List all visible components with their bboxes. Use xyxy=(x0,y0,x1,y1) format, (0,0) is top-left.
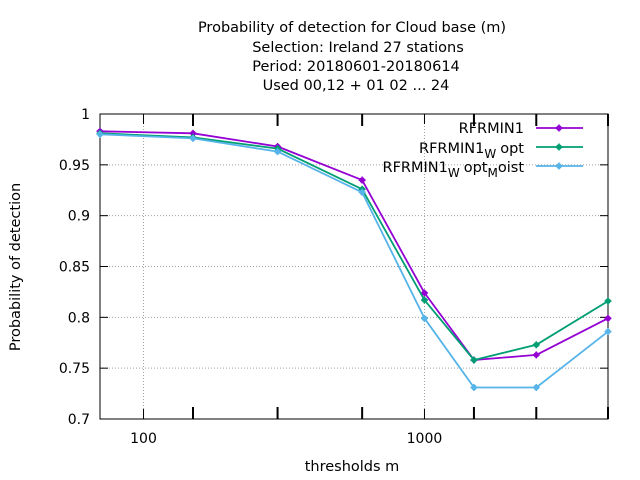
x-tick-label-0: 100 xyxy=(130,431,157,447)
y-tick-label-3: 0.85 xyxy=(59,260,90,276)
y-tick-label-1: 0.75 xyxy=(59,361,90,377)
series-2-point-1 xyxy=(189,134,197,142)
series-2 xyxy=(96,130,612,391)
grid xyxy=(100,114,608,419)
series-0-point-7 xyxy=(604,314,612,322)
y-tick-label-5: 0.95 xyxy=(59,158,90,174)
legend-marker-1 xyxy=(555,143,563,151)
series-2-point-3 xyxy=(358,188,366,196)
y-tick-label-6: 1 xyxy=(81,107,90,123)
title-line-3: Period: 20180601-20180614 xyxy=(252,59,460,75)
x-axis-label: thresholds m xyxy=(305,459,400,475)
y-tick-label-2: 0.8 xyxy=(68,310,90,326)
series-0-line xyxy=(99,130,609,361)
y-tick-label-4: 0.9 xyxy=(68,209,90,225)
series-2-point-2 xyxy=(274,148,282,156)
x-tick-label-1: 1000 xyxy=(407,431,443,447)
series-2-line xyxy=(99,133,609,389)
legend: RFRMIN1 RFRMIN1W opt RFRMIN1W optMoist xyxy=(383,121,583,180)
series-2-point-7 xyxy=(604,328,612,336)
legend-marker-0 xyxy=(555,124,563,132)
series-0 xyxy=(96,127,612,364)
chart-title: Probability of detection for Cloud base … xyxy=(198,20,506,94)
series-0-point-4 xyxy=(420,289,428,297)
x-axis-ticks: 100 1000 xyxy=(130,114,609,447)
y-axis-ticks: 0.7 0.75 0.8 0.85 0.9 0.95 1 xyxy=(59,107,608,428)
series-1 xyxy=(96,129,612,364)
title-line-1: Probability of detection for Cloud base … xyxy=(198,20,506,36)
series-1-point-7 xyxy=(604,297,612,305)
series-2-point-5 xyxy=(470,383,478,391)
series-1-point-4 xyxy=(420,296,428,304)
title-line-2: Selection: Ireland 27 stations xyxy=(252,40,464,56)
title-line-4: Used 00,12 + 01 02 ... 24 xyxy=(263,78,450,94)
legend-label-1: RFRMIN1 xyxy=(459,121,524,137)
series-2-point-4 xyxy=(420,314,428,322)
y-axis-label: Probability of detection xyxy=(8,183,24,351)
series-lines xyxy=(96,127,612,391)
series-1-line xyxy=(99,132,609,361)
legend-marker-2 xyxy=(555,162,563,170)
series-2-point-0 xyxy=(96,130,104,138)
series-1-point-5 xyxy=(470,356,478,364)
legend-label-3: RFRMIN1W optMoist xyxy=(383,160,525,180)
series-0-point-6 xyxy=(532,351,540,359)
series-1-point-6 xyxy=(532,341,540,349)
series-2-point-6 xyxy=(532,383,540,391)
y-tick-label-0: 0.7 xyxy=(68,412,90,428)
series-0-point-3 xyxy=(358,176,366,184)
series-0-point-1 xyxy=(189,129,197,137)
legend-label-2: RFRMIN1W opt xyxy=(419,141,524,161)
plot-border xyxy=(99,113,609,420)
